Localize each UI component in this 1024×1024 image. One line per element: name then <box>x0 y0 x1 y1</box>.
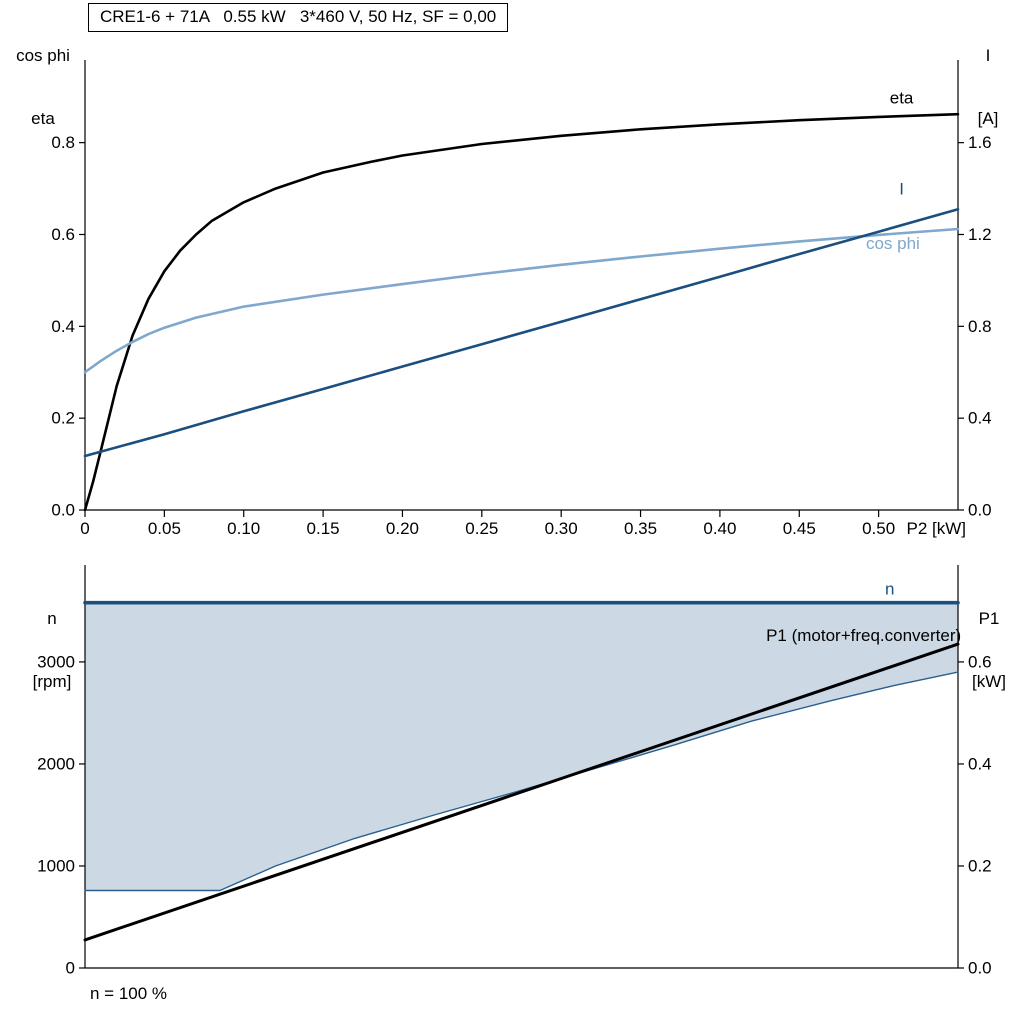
eta-curve <box>83 112 960 512</box>
axis-label-speed: n <box>47 609 57 628</box>
axis-tick-label: 1.2 <box>968 225 992 244</box>
axis-tick-label: 0.6 <box>51 225 75 244</box>
axis-tick-label: 0.05 <box>148 519 181 538</box>
axis-tick-label: 0.40 <box>703 519 736 538</box>
axis-tick-label: 0.0 <box>968 959 992 978</box>
axis-tick-label: 0.2 <box>51 409 75 428</box>
axis-tick-label: 0 <box>80 519 89 538</box>
curve-label-n: n <box>885 580 894 599</box>
cos-phi-curve <box>83 227 960 374</box>
axis-tick-label: 0.15 <box>307 519 340 538</box>
axis-tick-label: 0.45 <box>783 519 816 538</box>
speed-percentage-note: n = 100 % <box>90 984 168 1003</box>
axis-tick-label: 1000 <box>37 856 75 875</box>
axis-tick-label: 0.30 <box>545 519 578 538</box>
axis-tick-label: 0.0 <box>968 501 992 520</box>
axis-tick-label: 0.35 <box>624 519 657 538</box>
axis-label-current: I <box>985 46 991 65</box>
axis-tick-label: 0.8 <box>968 317 992 336</box>
speed-and-input-power: 0 1000 2000 3000 0.0 0.2 0.4 0.6 n P1 (motor+freq… <box>37 565 992 978</box>
axis-tick-label: 0.4 <box>51 317 75 336</box>
right-axis-title-bottom-chart: P1 [kW] <box>958 566 1020 734</box>
curve-label-i: I <box>899 179 904 198</box>
axis-tick-label: 0.50 <box>862 519 895 538</box>
speed-operating-band <box>85 602 958 891</box>
axis-unit-rpm: [rpm] <box>32 672 72 691</box>
axis-label-cos-phi: cos phi <box>16 46 70 65</box>
curve-label-cos-phi: cos phi <box>866 234 920 253</box>
axis-tick-label: 1.6 <box>968 133 992 152</box>
axis-unit-kw: [kW] <box>972 672 1006 691</box>
motor-performance-curves: 0 0.05 0.10 0.15 0.20 0.25 0.30 0.35 0.40 0.45 0.5… <box>51 60 992 538</box>
axis-tick-label: 0 <box>66 959 75 978</box>
axis-tick-label: 0.8 <box>51 133 75 152</box>
axis-tick-label: 0.4 <box>968 754 992 773</box>
axis-tick-label: 0.2 <box>968 856 992 875</box>
curve-label-p1-motor-freq-converter: P1 (motor+freq.converter) <box>766 626 961 645</box>
axis-unit-ampere: [A] <box>977 109 999 128</box>
axis-tick-label: 0.10 <box>227 519 260 538</box>
axis-tick-label: 0.25 <box>465 519 498 538</box>
i-curve <box>83 207 960 458</box>
right-axis-title-top-chart: I [A] <box>958 3 1018 171</box>
left-axis-title-top-chart: cos phi eta <box>2 3 84 171</box>
axis-tick-label: 0.0 <box>51 501 75 520</box>
axis-tick-label: 0.20 <box>386 519 419 538</box>
axis-tick-label: 0.6 <box>968 652 992 671</box>
x-axis-end-label: P2 [kW] <box>906 519 966 538</box>
axis-tick-label: 2000 <box>37 754 75 773</box>
axis-label-input-power: P1 <box>978 609 1000 628</box>
axis-label-eta: eta <box>31 109 55 128</box>
curve-label-eta: eta <box>890 89 914 108</box>
axis-tick-label: 0.4 <box>968 409 992 428</box>
chart-title: CRE1-6 + 71A 0.55 kW 3*460 V, 50 Hz, SF … <box>88 3 509 32</box>
left-axis-title-bottom-chart: n [rpm] <box>16 566 88 734</box>
axis-tick-label: 3000 <box>37 652 75 671</box>
p1-motor-freq-converter-curve <box>83 642 960 942</box>
